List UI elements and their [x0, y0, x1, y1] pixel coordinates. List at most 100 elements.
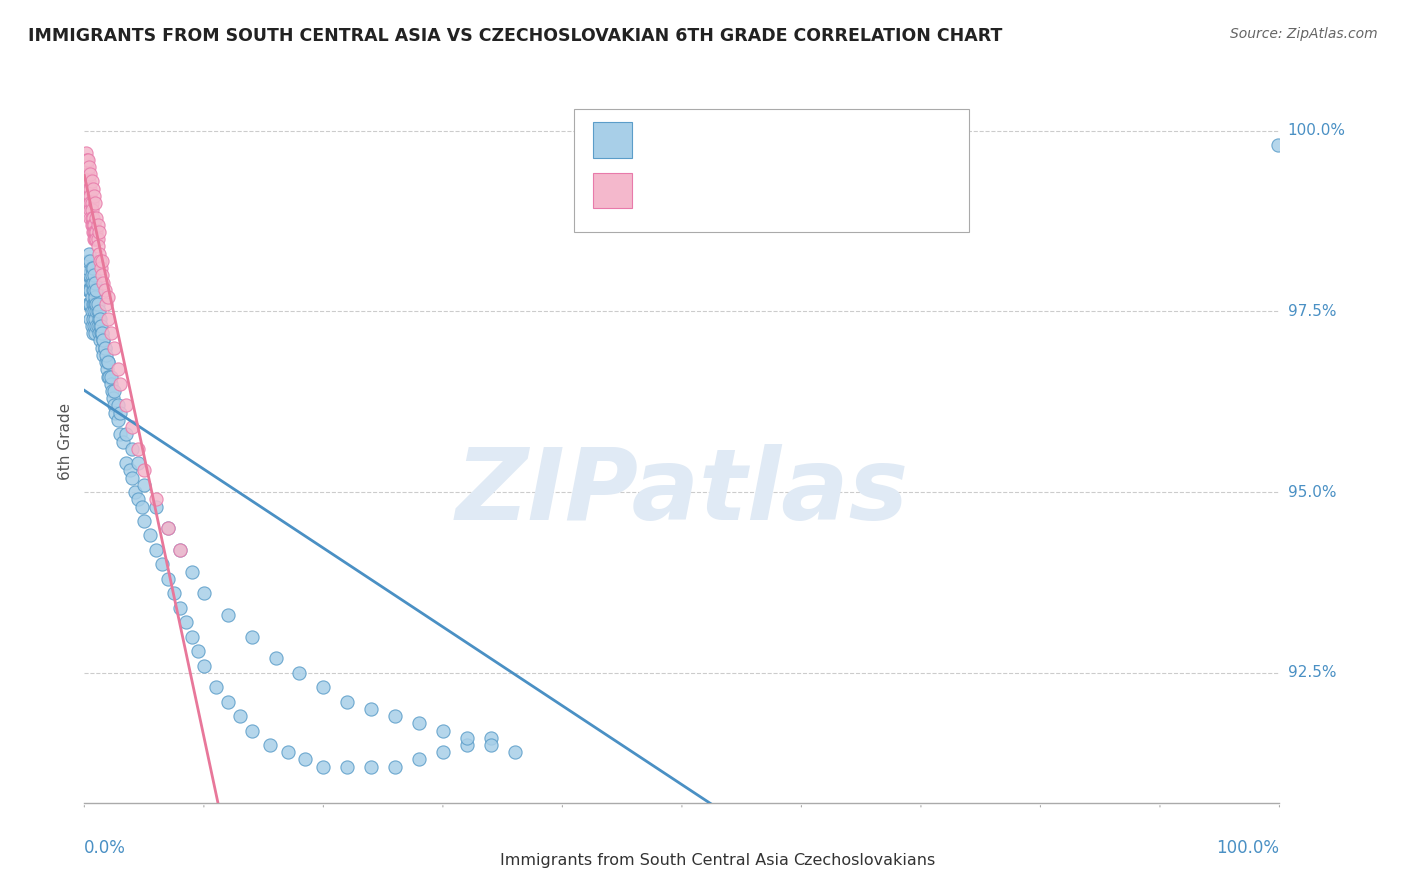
Point — [93, 341, 115, 355]
Text: 95.0%: 95.0% — [1288, 484, 1336, 500]
Point — [139, 528, 162, 542]
Text: 100.0%: 100.0% — [1288, 123, 1346, 138]
Point — [503, 745, 526, 759]
Point — [107, 413, 129, 427]
Point — [93, 348, 115, 362]
Point — [96, 362, 118, 376]
Point — [87, 326, 110, 340]
Text: Czechoslovakians: Czechoslovakians — [793, 853, 935, 868]
Point — [79, 211, 101, 225]
Point — [86, 297, 108, 311]
Point — [76, 174, 98, 188]
Point — [312, 759, 335, 773]
Point — [93, 334, 115, 348]
Text: Source: ZipAtlas.com: Source: ZipAtlas.com — [1230, 27, 1378, 41]
Point — [91, 326, 114, 340]
Point — [145, 500, 167, 514]
Point — [77, 196, 100, 211]
Text: R = 0.431  N = 140: R = 0.431 N = 140 — [637, 130, 813, 149]
Point — [82, 326, 104, 340]
Point — [132, 478, 156, 492]
Point — [80, 218, 103, 232]
Point — [131, 500, 153, 514]
Point — [79, 203, 101, 218]
Point — [82, 181, 104, 195]
Point — [80, 174, 103, 188]
Point — [77, 246, 100, 260]
Point — [86, 304, 108, 318]
Point — [336, 695, 359, 709]
Point — [240, 723, 263, 738]
Point — [127, 442, 149, 456]
Point — [103, 341, 125, 355]
Point — [82, 297, 104, 311]
Point — [127, 492, 149, 507]
Point — [157, 572, 180, 586]
Point — [84, 225, 107, 239]
Point — [77, 283, 100, 297]
Point — [217, 695, 239, 709]
FancyBboxPatch shape — [593, 122, 631, 158]
Point — [86, 211, 108, 225]
Point — [94, 355, 117, 369]
Point — [83, 225, 105, 239]
Point — [294, 752, 316, 766]
Point — [240, 630, 263, 644]
Point — [288, 665, 311, 680]
Point — [103, 384, 125, 398]
Text: 0.0%: 0.0% — [84, 838, 127, 857]
Point — [86, 297, 108, 311]
Point — [82, 276, 104, 290]
Point — [145, 492, 167, 507]
Point — [100, 326, 122, 340]
Text: 97.5%: 97.5% — [1288, 304, 1336, 319]
Point — [89, 334, 111, 348]
Point — [217, 607, 239, 622]
Point — [89, 311, 111, 326]
Text: ZIPatlas: ZIPatlas — [456, 443, 908, 541]
Point — [76, 160, 98, 174]
Point — [97, 290, 120, 304]
Point — [83, 232, 105, 246]
Point — [87, 311, 110, 326]
Point — [157, 521, 180, 535]
Point — [91, 268, 114, 283]
Point — [121, 470, 143, 484]
Point — [259, 738, 281, 752]
Point — [82, 218, 104, 232]
Point — [110, 376, 132, 391]
Point — [100, 376, 122, 391]
Point — [89, 253, 111, 268]
Point — [107, 398, 129, 412]
Point — [115, 398, 138, 412]
Point — [91, 341, 114, 355]
Point — [97, 355, 120, 369]
Point — [77, 253, 100, 268]
Point — [94, 297, 117, 311]
Point — [79, 311, 101, 326]
FancyBboxPatch shape — [575, 109, 969, 232]
Point — [93, 334, 115, 348]
Point — [86, 318, 108, 333]
Point — [76, 276, 98, 290]
Point — [90, 318, 112, 333]
Point — [76, 167, 98, 181]
Point — [77, 283, 100, 297]
Point — [110, 427, 132, 442]
Point — [408, 752, 430, 766]
Point — [456, 731, 478, 745]
Point — [80, 290, 103, 304]
Point — [84, 311, 107, 326]
Point — [87, 304, 110, 318]
Point — [83, 318, 105, 333]
Point — [82, 261, 104, 276]
Point — [91, 326, 114, 340]
Point — [181, 565, 204, 579]
Point — [187, 644, 209, 658]
Point — [93, 341, 115, 355]
Point — [98, 369, 121, 384]
Point — [157, 521, 180, 535]
Point — [77, 181, 100, 195]
Point — [87, 225, 110, 239]
Point — [94, 348, 117, 362]
